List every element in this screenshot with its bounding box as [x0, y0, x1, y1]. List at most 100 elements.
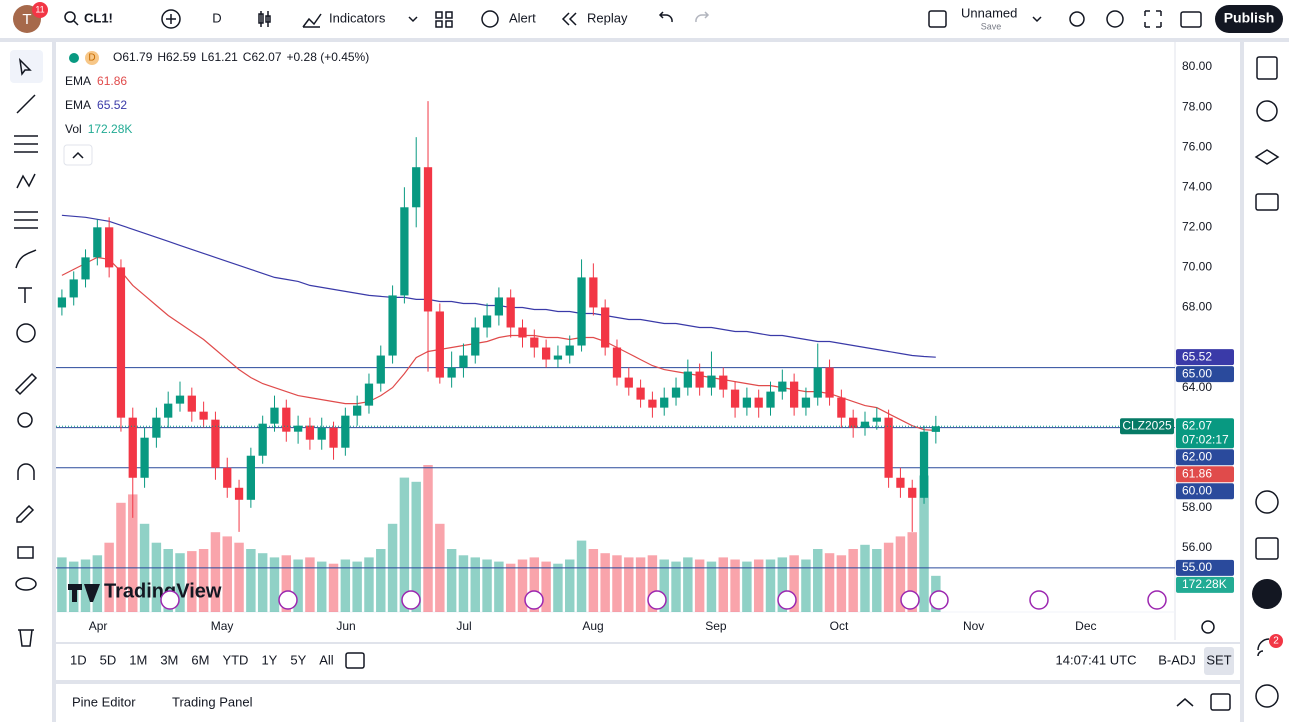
date-range-icon[interactable]	[345, 652, 365, 669]
session-button[interactable]: SET	[1206, 652, 1231, 667]
event-icon[interactable]	[777, 590, 797, 610]
volume-bar	[198, 549, 209, 612]
candle-body	[553, 355, 563, 360]
event-icon[interactable]	[524, 590, 544, 610]
drawing-mode-tool[interactable]	[16, 504, 35, 523]
magnet-tool[interactable]	[17, 463, 35, 480]
candle-body	[471, 327, 480, 356]
watchlist-icon[interactable]	[1256, 56, 1278, 80]
timeframe-button[interactable]: 3M	[160, 652, 178, 667]
x-tick-label: Oct	[830, 619, 849, 633]
settings-icon[interactable]	[1106, 10, 1124, 28]
candle-body	[341, 415, 350, 448]
price-badge-label: 65.52	[1182, 349, 1212, 363]
indicators-button[interactable]: Indicators	[329, 10, 386, 25]
alerts-icon[interactable]	[1256, 100, 1278, 122]
prediction-tool[interactable]	[14, 211, 38, 229]
timeframe-button[interactable]: 5D	[100, 652, 117, 667]
event-icon[interactable]	[278, 590, 298, 610]
change: +0.28 (+0.45%)	[287, 50, 370, 64]
event-icon[interactable]	[401, 590, 421, 610]
timeframe-button[interactable]: 1M	[129, 652, 147, 667]
collapse-legend[interactable]	[63, 144, 93, 166]
quick-search-icon[interactable]	[1069, 11, 1085, 27]
replay-icon[interactable]	[561, 12, 577, 26]
chevron[interactable]	[1032, 16, 1042, 23]
event-icon[interactable]	[160, 590, 180, 610]
chevron[interactable]	[408, 16, 418, 23]
search-icon[interactable]	[64, 11, 76, 23]
candle-body	[412, 167, 421, 208]
fullscreen-icon[interactable]	[1144, 10, 1162, 28]
layout-icon[interactable]	[928, 10, 947, 28]
target-icon[interactable]	[1255, 490, 1279, 514]
text-tool[interactable]	[18, 287, 32, 303]
maximize-panel[interactable]	[1210, 693, 1231, 711]
cursor-tool[interactable]	[18, 57, 32, 76]
symbol[interactable]: CL1!	[84, 10, 113, 25]
pattern-tool[interactable]	[16, 173, 36, 189]
layout-name[interactable]: Unnamed	[961, 5, 1017, 20]
interval-button[interactable]: D	[212, 10, 221, 25]
timeframe-button[interactable]: 1Y	[261, 652, 277, 667]
volume-bar	[57, 557, 67, 612]
adjustment-button[interactable]: B-ADJ	[1158, 652, 1196, 667]
timeframe-button[interactable]: 5Y	[290, 652, 306, 667]
news-icon[interactable]	[1257, 638, 1270, 657]
redo-icon[interactable]	[695, 11, 710, 23]
candle-body	[459, 355, 468, 368]
event-icon[interactable]	[929, 590, 949, 610]
volume-bar	[305, 557, 315, 612]
screenshot-icon[interactable]	[1180, 11, 1202, 28]
price-badge	[1176, 449, 1234, 466]
timeframe-button[interactable]: 1D	[70, 652, 87, 667]
volume-bar	[269, 557, 280, 612]
expand-panel[interactable]	[1176, 698, 1194, 707]
ema-name: EMA	[65, 98, 91, 112]
indicators-icon[interactable]	[302, 13, 322, 28]
candle-body	[57, 297, 67, 308]
volume-bar	[600, 553, 610, 612]
timeframe-button[interactable]: YTD	[222, 652, 248, 667]
add-symbol-icon[interactable]	[161, 9, 181, 29]
candle-body	[896, 477, 905, 488]
pine-editor-tab[interactable]: Pine Editor	[72, 694, 136, 709]
measure-tool[interactable]	[14, 372, 38, 396]
emoji-tool[interactable]	[16, 323, 36, 343]
lock-tool[interactable]	[17, 546, 34, 559]
save-label[interactable]: Save	[981, 21, 1002, 31]
volume-bar	[151, 542, 162, 612]
event-icon[interactable]	[647, 590, 667, 610]
undo-icon[interactable]	[658, 11, 673, 23]
replay-button[interactable]: Replay	[587, 10, 628, 25]
timeframe-button[interactable]: All	[319, 652, 334, 667]
alert-icon[interactable]	[481, 10, 499, 28]
event-icon[interactable]	[1147, 590, 1167, 610]
left-toolbar	[0, 42, 52, 722]
templates-icon[interactable]	[435, 11, 453, 28]
event-icon[interactable]	[1029, 590, 1049, 610]
delete-tool[interactable]	[18, 629, 34, 647]
help-icon[interactable]	[1255, 684, 1279, 708]
data-window-icon[interactable]	[1254, 149, 1280, 165]
candle-body	[518, 327, 527, 338]
ema-name: EMA	[65, 74, 91, 88]
publish-button[interactable]	[1215, 5, 1283, 33]
apps-icon[interactable]	[1252, 579, 1282, 609]
chat-icon[interactable]	[1255, 193, 1279, 211]
candle-body	[482, 315, 492, 328]
event-icon[interactable]	[900, 590, 920, 610]
scale-settings-icon[interactable]	[1201, 620, 1215, 634]
volume-bar	[742, 561, 752, 612]
fib-tool[interactable]	[14, 135, 38, 153]
alert-button[interactable]: Alert	[509, 10, 536, 25]
zoom-tool[interactable]	[17, 412, 33, 428]
candle-body	[541, 347, 551, 360]
chart-type-icon[interactable]	[258, 11, 271, 27]
timeframe-button[interactable]: 6M	[191, 652, 209, 667]
calendar-icon[interactable]	[1255, 537, 1279, 560]
visibility-tool[interactable]	[15, 577, 37, 591]
brush-tool[interactable]	[15, 249, 37, 269]
trading-panel-tab[interactable]: Trading Panel	[172, 694, 253, 709]
trend-line-tool[interactable]	[16, 94, 36, 114]
